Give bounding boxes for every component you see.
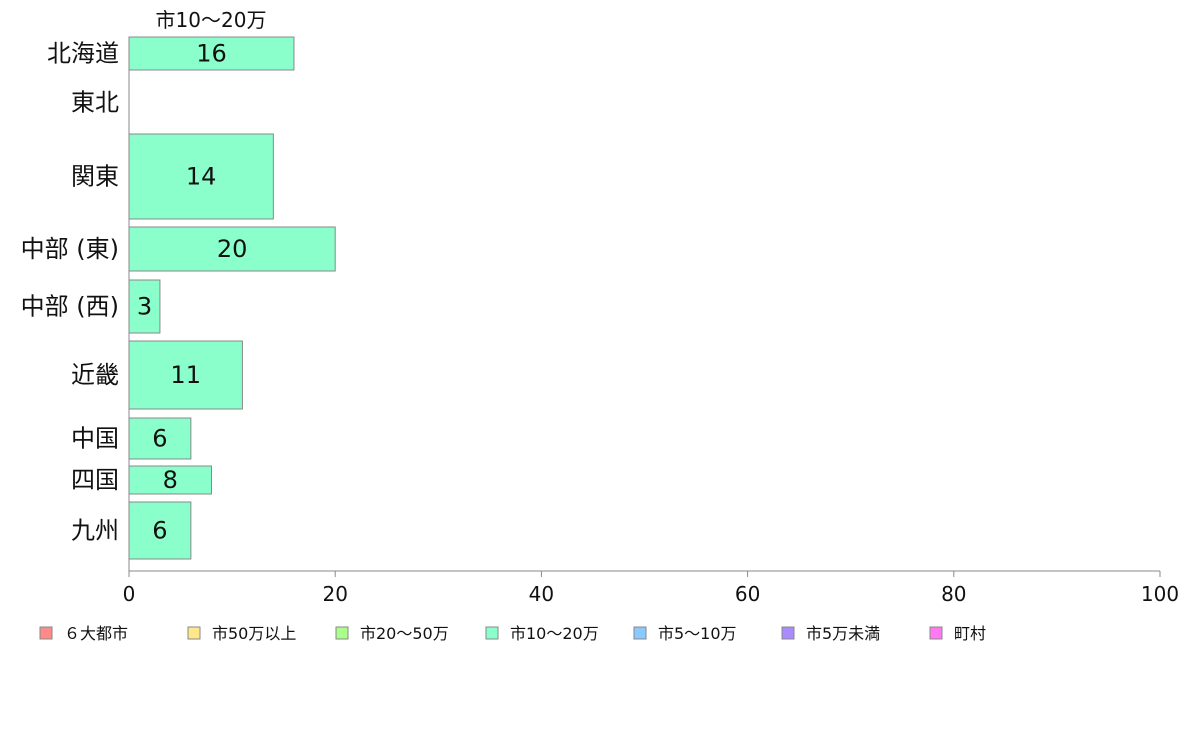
- x-tick-label-5: 100: [1141, 582, 1179, 606]
- bar-3: [128, 226, 336, 272]
- legend-swatch-5: [781, 626, 795, 640]
- x-tick-label-2: 40: [529, 582, 554, 606]
- category-label-2: 関東: [71, 163, 119, 191]
- legend-swatch-3: [485, 626, 499, 640]
- bar-0: [128, 36, 295, 71]
- bar-7: [128, 465, 212, 495]
- legend-swatch-2: [335, 626, 349, 640]
- legend-label-6: 町村: [954, 624, 986, 643]
- legend-swatch-6: [929, 626, 943, 640]
- category-label-5: 近畿: [71, 361, 119, 389]
- legend-label-1: 市50万以上: [212, 624, 296, 643]
- bar-5: [128, 340, 243, 410]
- bar-value-label-3: 20: [217, 235, 248, 263]
- x-tick-label-0: 0: [123, 582, 136, 606]
- bar-value-label-2: 14: [186, 163, 217, 191]
- x-tick-label-4: 80: [941, 582, 966, 606]
- bar-value-label-6: 6: [152, 425, 167, 453]
- bar-value-label-4: 3: [137, 293, 152, 321]
- bar-2: [128, 133, 274, 220]
- legend-label-4: 市5～10万: [658, 624, 737, 643]
- x-tick-label-3: 60: [735, 582, 760, 606]
- x-tick-label-1: 20: [322, 582, 347, 606]
- category-label-1: 東北: [71, 89, 119, 117]
- category-label-7: 四国: [71, 466, 119, 494]
- bar-4: [128, 279, 161, 334]
- chart-title: 市10～20万: [156, 8, 267, 32]
- legend-label-5: 市5万未満: [806, 624, 880, 643]
- bar-value-label-8: 6: [152, 517, 167, 545]
- legend-swatch-4: [633, 626, 647, 640]
- bar-value-label-5: 11: [170, 361, 201, 389]
- category-label-4: 中部 (西): [21, 293, 119, 321]
- category-label-0: 北海道: [47, 40, 119, 68]
- legend-label-2: 市20～50万: [360, 624, 449, 643]
- category-label-3: 中部 (東): [21, 235, 119, 263]
- bar-value-label-0: 16: [196, 40, 227, 68]
- legend-label-3: 市10～20万: [510, 624, 599, 643]
- legend-swatch-0: [39, 626, 53, 640]
- legend-swatch-1: [187, 626, 201, 640]
- category-label-6: 中国: [71, 425, 119, 453]
- bar-value-label-7: 8: [163, 466, 178, 494]
- legend-label-0: ６大都市: [64, 624, 128, 643]
- category-label-8: 九州: [71, 517, 119, 545]
